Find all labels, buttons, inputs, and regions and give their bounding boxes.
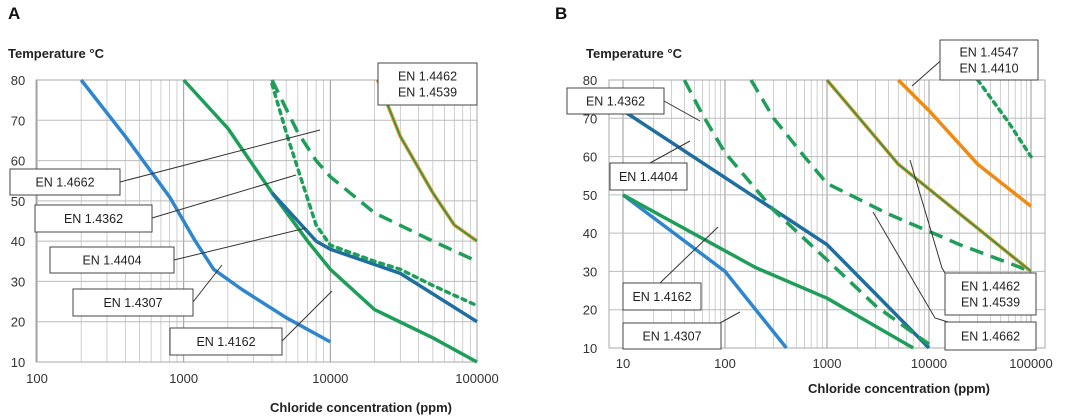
panel-a-series-en-1-4404	[270, 191, 478, 324]
panel-b-xtick-label: 10	[616, 356, 630, 371]
panel-a-callout-label: EN 1.4404	[82, 254, 141, 268]
panel-b-ytick-label: 80	[583, 73, 597, 88]
panel-a-y-axis-title: Temperature °C	[8, 46, 105, 61]
panel-a-xtick-label: 100	[26, 371, 48, 386]
panel-b-ytick-label: 70	[583, 111, 597, 126]
panel-a-callout-box	[49, 246, 175, 274]
panel-a-ytick-label: 40	[11, 234, 25, 249]
panel-b-ytick-label: 30	[583, 264, 597, 279]
panel-b-y-axis-title: Temperature °C	[586, 46, 683, 61]
panel-b-callout-box	[566, 87, 665, 115]
panel-a-ytick-label: 50	[11, 194, 25, 209]
panel-b-callout-leader	[649, 140, 691, 164]
panel-b-callout-box	[944, 272, 1037, 316]
panel-b-callout-leader	[663, 100, 701, 122]
panel-a-ytick-label: 30	[11, 274, 25, 289]
panel-a-callout-label: EN 1.4307	[103, 296, 162, 310]
panel-a-xtick-label: 1000	[169, 371, 198, 386]
panel-a-ytick-label: 60	[11, 154, 25, 169]
panel-b-ytick-label: 60	[583, 150, 597, 165]
panel-a-ytick-label: 20	[11, 315, 25, 330]
panel-a-callout-label: EN 1.4539	[398, 86, 457, 100]
panel-a-callout-box	[377, 62, 478, 106]
panel-b-series-en-1-4307	[621, 193, 788, 350]
panel-b-series-en-1-4662	[749, 79, 1032, 274]
panel-b-ytick-label: 20	[583, 303, 597, 318]
panel-b-series-en-1-4539	[826, 79, 1032, 273]
panel-b-callout-leader	[719, 311, 741, 324]
panel-a-callout-label: EN 1.4662	[35, 176, 94, 190]
panel-a-x-axis-title: Chloride concentration (ppm)	[270, 400, 452, 415]
panel-b-callout-label: EN 1.4362	[586, 95, 645, 109]
panel-b-ytick-label: 40	[583, 226, 597, 241]
panel-a-callout-label: EN 1.4362	[64, 212, 123, 226]
panel-b-xtick-label: 100000	[1009, 356, 1052, 371]
panel-a-ytick-label: 70	[11, 113, 25, 128]
panel-a-callout-label: EN 1.4462	[398, 70, 457, 84]
panel-b-callout-label: EN 1.4404	[619, 170, 678, 184]
panel-b-callout-box	[622, 282, 702, 311]
panel-b-callout-label: EN 1.4307	[642, 330, 701, 344]
panel-b-xtick-label: 10000	[911, 356, 947, 371]
panel-b-ytick-label: 10	[583, 341, 597, 356]
panel-b-series-en-1-4362	[682, 79, 931, 346]
panel-b-xtick-label: 100	[714, 356, 736, 371]
panel-b-callout-box	[939, 39, 1039, 81]
panel-b-series-en-1-4404	[622, 109, 931, 350]
panel-b-callout-label: EN 1.4162	[632, 290, 691, 304]
panel-b-callout-label: EN 1.4662	[961, 330, 1020, 344]
panel-a-series-en-1-4307	[79, 78, 332, 344]
panel-a-ytick-label: 80	[11, 73, 25, 88]
panel-a-callout-box	[34, 204, 153, 233]
panel-b-callout-leader	[872, 211, 949, 323]
panel-b-callout-box	[609, 162, 688, 191]
panel-a-callout-leader	[281, 290, 333, 342]
panel-a-xtick-label: 10000	[312, 371, 348, 386]
panel-b-callout-box	[944, 321, 1037, 351]
panel-b-letter: B	[555, 4, 567, 23]
panel-a-callout-leader	[192, 264, 223, 303]
panel-b-series-en-1-4162	[622, 193, 915, 350]
panel-a-series-en-1-4539	[376, 79, 478, 242]
panel-a-ytick-label: 10	[11, 355, 25, 370]
panel-b-callout-label: EN 1.4410	[959, 62, 1018, 76]
panel-b-x-axis-title: Chloride concentration (ppm)	[808, 381, 990, 396]
panel-b-xtick-label: 1000	[813, 356, 842, 371]
panel-a-callout-leader	[119, 129, 321, 183]
panel-b-callout-label: EN 1.4462	[961, 280, 1020, 294]
panel-a-series-en-1-4162	[182, 78, 478, 364]
panel-b-series-en-1-4410	[975, 78, 1033, 159]
panel-a-series-en-1-4362	[270, 82, 479, 308]
panel-b-callout-box	[622, 322, 722, 350]
panel-b-callout-label: EN 1.4539	[961, 296, 1020, 310]
panel-a-callout-leader	[173, 227, 307, 261]
panel-b-callout-label: EN 1.4547	[959, 46, 1018, 60]
panel-a-callout-box	[72, 288, 194, 317]
panel-b-series-en-1-4547	[897, 78, 1033, 208]
panel-a-callout-leader	[151, 174, 297, 219]
panel-a-xtick-label: 100000	[455, 371, 498, 386]
panel-a-callout-box	[169, 327, 283, 356]
panel-a-letter: A	[8, 4, 20, 23]
panel-a-callout-box	[9, 168, 121, 196]
panel-a-callout-label: EN 1.4162	[196, 335, 255, 349]
panel-a-series-en-1-4662	[270, 79, 478, 263]
panel-b-ytick-label: 50	[583, 188, 597, 203]
panel-b-callout-leader	[659, 226, 719, 284]
